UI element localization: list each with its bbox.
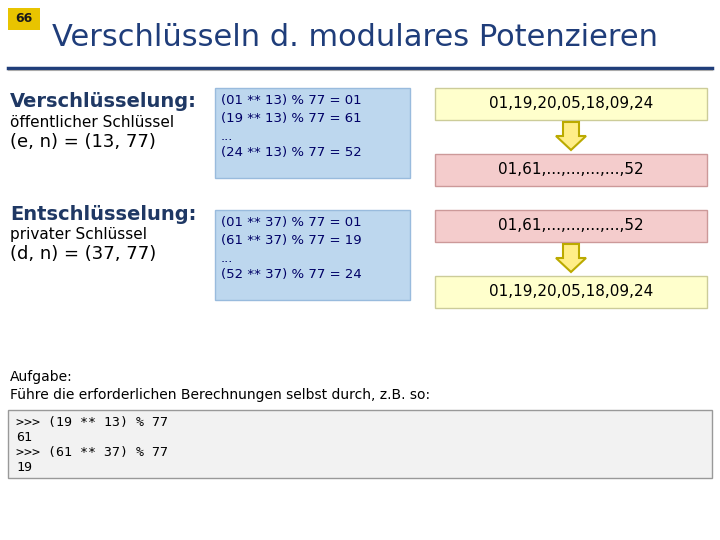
Text: (52 ** 37) % 77 = 24: (52 ** 37) % 77 = 24 [221,268,361,281]
Text: (01 ** 13) % 77 = 01: (01 ** 13) % 77 = 01 [221,94,361,107]
Bar [435,276,707,308]
Text: Führe die erforderlichen Berechnungen selbst durch, z.B. so:: Führe die erforderlichen Berechnungen se… [10,388,430,402]
Bar [8,8,40,30]
Text: ...: ... [221,252,233,265]
Text: (d, n) = (37, 77): (d, n) = (37, 77) [10,245,156,263]
Text: 01,19,20,05,18,09,24: 01,19,20,05,18,09,24 [489,285,653,300]
Text: >>> (19 ** 13) % 77: >>> (19 ** 13) % 77 [16,416,168,429]
Polygon shape [556,122,586,150]
Bar [215,88,410,178]
Bar [435,210,707,242]
Text: privater Schlüssel: privater Schlüssel [10,227,147,242]
Text: 61: 61 [16,431,32,444]
Text: Aufgabe:: Aufgabe: [10,370,73,384]
Bar [215,210,410,300]
Bar [435,154,707,186]
Text: ...: ... [221,130,233,143]
Bar [0,0,720,75]
Text: Verschlüsselung:: Verschlüsselung: [10,92,197,111]
Bar [435,88,707,120]
Text: (e, n) = (13, 77): (e, n) = (13, 77) [10,133,156,151]
Text: öffentlicher Schlüssel: öffentlicher Schlüssel [10,115,174,130]
Bar [8,410,712,478]
Text: 19: 19 [16,461,32,474]
Text: 66: 66 [15,12,32,25]
Text: 01,19,20,05,18,09,24: 01,19,20,05,18,09,24 [489,97,653,111]
Text: (61 ** 37) % 77 = 19: (61 ** 37) % 77 = 19 [221,234,361,247]
Text: 01,61,...,...,...,...,52: 01,61,...,...,...,...,52 [498,163,644,178]
Text: Verschlüsseln d. modulares Potenzieren: Verschlüsseln d. modulares Potenzieren [52,24,658,52]
Text: Entschlüsselung:: Entschlüsselung: [10,205,197,224]
Text: >>> (61 ** 37) % 77: >>> (61 ** 37) % 77 [16,446,168,459]
Text: (24 ** 13) % 77 = 52: (24 ** 13) % 77 = 52 [221,146,361,159]
Text: (01 ** 37) % 77 = 01: (01 ** 37) % 77 = 01 [221,216,361,229]
Text: 01,61,...,...,...,...,52: 01,61,...,...,...,...,52 [498,219,644,233]
Polygon shape [556,244,586,272]
Text: (19 ** 13) % 77 = 61: (19 ** 13) % 77 = 61 [221,112,361,125]
